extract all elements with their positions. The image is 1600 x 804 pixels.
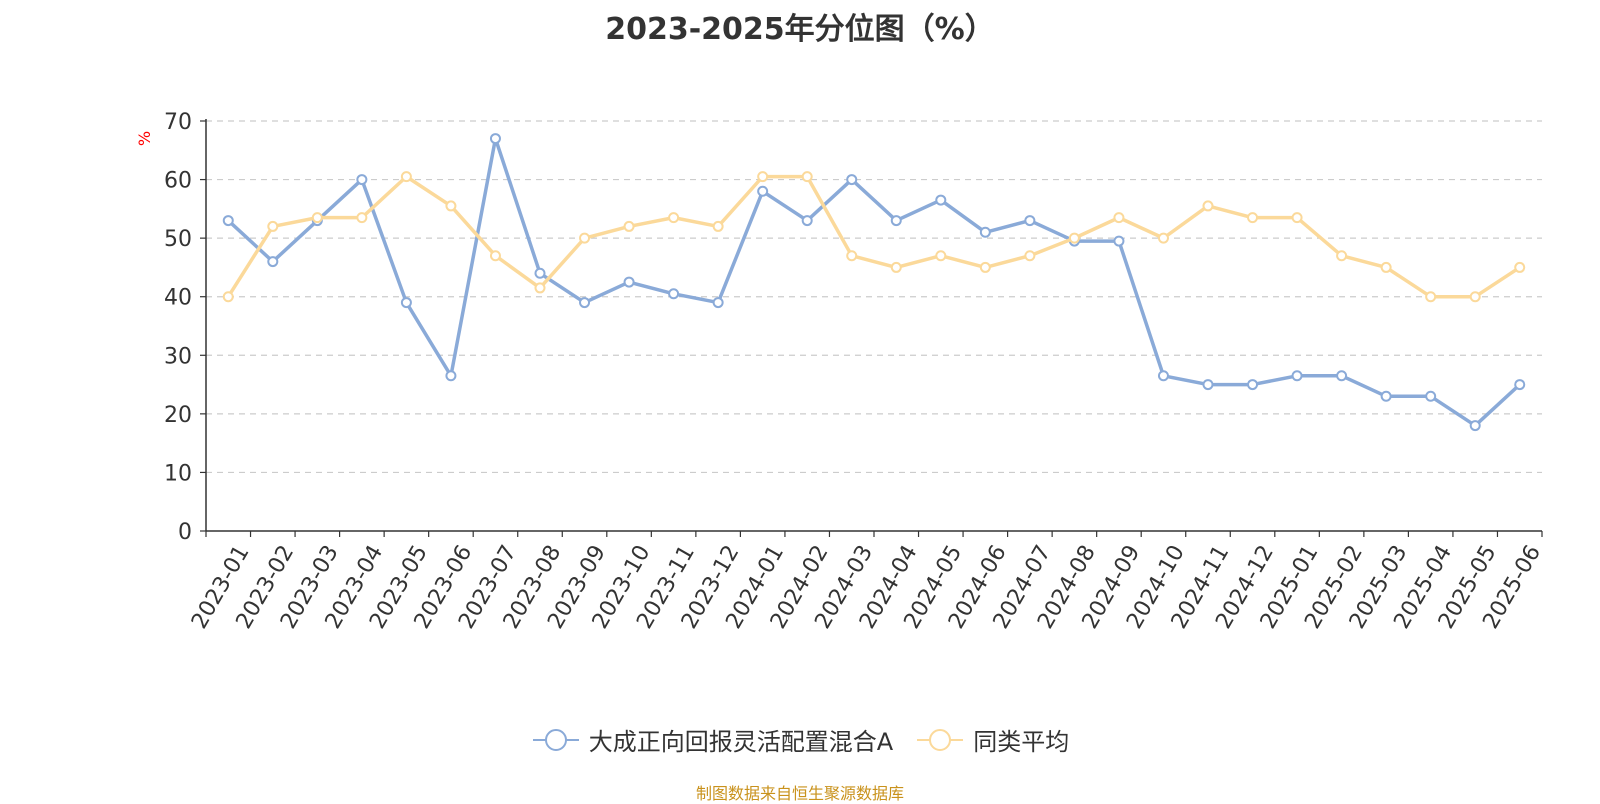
- series-0-point-2024-09: [1113, 235, 1125, 247]
- y-tick-label-50: 50: [164, 227, 192, 252]
- series-0-point-2025-01: [1291, 370, 1303, 382]
- y-tick-label-40: 40: [164, 286, 192, 311]
- series-0-point-2025-02: [1336, 370, 1348, 382]
- series-0-point-2024-05: [935, 194, 947, 206]
- series-1-point-2024-11: [1202, 200, 1214, 212]
- y-tick-label-30: 30: [164, 344, 192, 369]
- series-0-point-2023-05: [400, 297, 412, 309]
- y-axis-label: %: [135, 131, 154, 146]
- series-0-point-2023-02: [267, 256, 279, 268]
- series-1-point-2024-08: [1068, 232, 1080, 244]
- chart-title: 2023-2025年分位图（%）: [605, 12, 995, 47]
- y-tick-label-70: 70: [164, 110, 192, 135]
- chart-legend: 大成正向回报灵活配置混合A 同类平均: [0, 722, 1600, 757]
- series-0-point-2025-05: [1469, 420, 1481, 432]
- series-1-point-2025-06: [1514, 261, 1526, 273]
- series-1-point-2025-02: [1336, 250, 1348, 262]
- series-0-point-2023-07: [489, 133, 501, 145]
- series-0-point-2023-01: [222, 215, 234, 227]
- series-1-point-2024-01: [757, 171, 769, 183]
- series-1-point-2023-10: [623, 220, 635, 232]
- series-1-point-2023-09: [579, 232, 591, 244]
- series-1-point-2024-09: [1113, 212, 1125, 224]
- series-0-point-2024-11: [1202, 379, 1214, 391]
- series-0-point-2023-12: [712, 297, 724, 309]
- series-1-point-2023-02: [267, 220, 279, 232]
- legend-item-fund[interactable]: 大成正向回报灵活配置混合A: [531, 722, 893, 757]
- series-0-point-2024-02: [801, 215, 813, 227]
- series-0-point-2023-06: [445, 370, 457, 382]
- legend-swatch-average: [917, 728, 964, 751]
- data-source-note: 制图数据来自恒生聚源数据库: [695, 784, 904, 803]
- series-0-point-2023-10: [623, 276, 635, 288]
- series-1-point-2023-01: [222, 291, 234, 303]
- series-1-point-2024-06: [979, 261, 991, 273]
- series-0-point-2025-04: [1425, 390, 1437, 402]
- series-0-point-2023-11: [668, 288, 680, 300]
- legend-swatch-fund: [532, 728, 579, 751]
- series-1-point-2024-10: [1157, 232, 1169, 244]
- y-tick-label-60: 60: [164, 169, 192, 194]
- series-0-point-2024-06: [979, 226, 991, 238]
- series-line-1: [226, 174, 1521, 299]
- series-1-point-2024-12: [1247, 212, 1259, 224]
- series-0-point-2025-06: [1514, 379, 1526, 391]
- legend-label-fund: 大成正向回报灵活配置混合A: [588, 728, 894, 756]
- series-0-point-2024-12: [1247, 379, 1259, 391]
- series-1-point-2024-04: [890, 261, 902, 273]
- legend-label-average: 同类平均: [973, 728, 1070, 756]
- series-0-point-2024-04: [890, 215, 902, 227]
- series-0-point-2023-04: [356, 174, 368, 186]
- series-1-point-2025-01: [1291, 212, 1303, 224]
- series-1-point-2023-05: [400, 171, 412, 183]
- series-1-point-2023-07: [489, 250, 501, 262]
- series-0-point-2024-01: [757, 185, 769, 197]
- series-1-point-2024-07: [1024, 250, 1036, 262]
- series-1-point-2023-11: [668, 212, 680, 224]
- series-1-point-2023-04: [356, 212, 368, 224]
- series-0-point-2024-03: [846, 174, 858, 186]
- series-1-point-2023-12: [712, 220, 724, 232]
- series-1-point-2023-06: [445, 200, 457, 212]
- series-0-point-2023-08: [534, 267, 546, 279]
- y-tick-label-20: 20: [164, 403, 192, 428]
- series-line-0: [227, 136, 1521, 428]
- series-1-point-2024-02: [801, 171, 813, 183]
- series-1-point-2023-03: [311, 212, 323, 224]
- series-1-point-2024-03: [846, 250, 858, 262]
- series-0-point-2025-03: [1380, 390, 1392, 402]
- series-1-point-2025-05: [1469, 291, 1481, 303]
- series-1-point-2023-08: [534, 282, 546, 294]
- series-0-point-2023-09: [579, 297, 591, 309]
- legend-item-average[interactable]: 同类平均: [915, 722, 1069, 757]
- series-1-point-2025-03: [1380, 261, 1392, 273]
- series-1-point-2025-04: [1425, 291, 1437, 303]
- y-tick-label-0: 0: [178, 520, 192, 545]
- y-tick-label-10: 10: [164, 461, 192, 486]
- series-0-point-2024-10: [1157, 370, 1169, 382]
- series-0-point-2024-07: [1024, 215, 1036, 227]
- series-1-point-2024-05: [935, 250, 947, 262]
